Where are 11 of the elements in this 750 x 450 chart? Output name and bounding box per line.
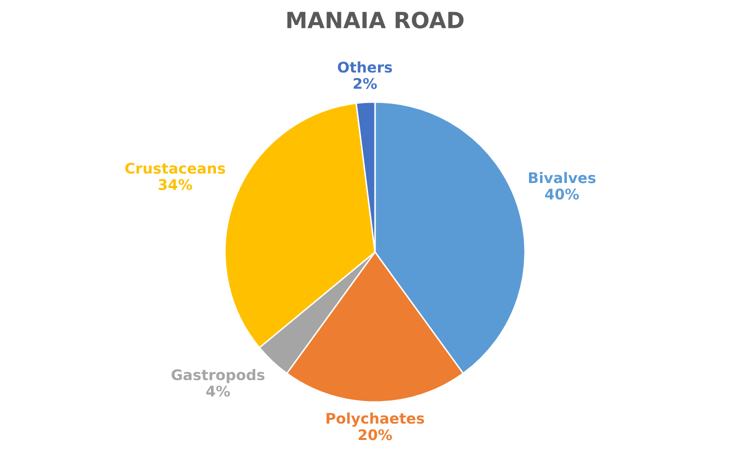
slice-label: Crustaceans <box>125 162 226 174</box>
data-label: 4% <box>206 386 230 397</box>
slice-label: Polychaetes <box>326 412 424 427</box>
data-label: 34% <box>158 179 192 190</box>
slice-label: Others <box>338 61 392 73</box>
slice-label: Gastropods <box>172 369 264 384</box>
data-label: 40% <box>545 188 579 200</box>
data-label: 2% <box>354 78 377 89</box>
slice-label: Bivalves <box>528 172 596 184</box>
data-label: 20% <box>358 429 392 440</box>
chart-title: MANAIA ROAD <box>287 12 464 28</box>
